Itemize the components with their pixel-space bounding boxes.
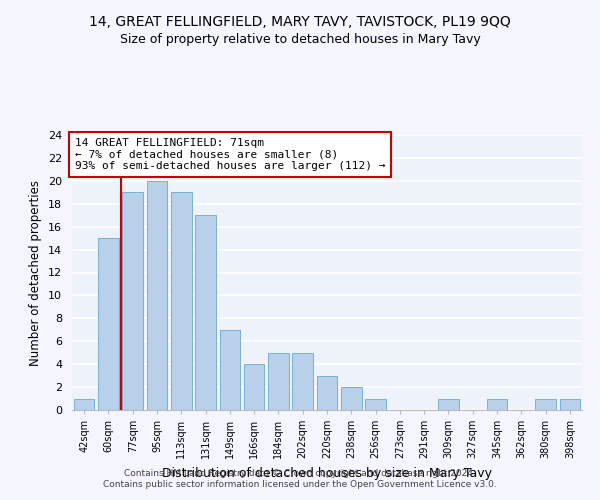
X-axis label: Distribution of detached houses by size in Mary Tavy: Distribution of detached houses by size … — [162, 466, 492, 479]
Y-axis label: Number of detached properties: Number of detached properties — [29, 180, 43, 366]
Bar — [195, 215, 216, 410]
Bar — [268, 352, 289, 410]
Text: Size of property relative to detached houses in Mary Tavy: Size of property relative to detached ho… — [119, 32, 481, 46]
Bar — [317, 376, 337, 410]
Bar — [341, 387, 362, 410]
Text: 14, GREAT FELLINGFIELD, MARY TAVY, TAVISTOCK, PL19 9QQ: 14, GREAT FELLINGFIELD, MARY TAVY, TAVIS… — [89, 15, 511, 29]
Bar — [244, 364, 265, 410]
Bar — [438, 398, 459, 410]
Bar — [98, 238, 119, 410]
Bar — [74, 398, 94, 410]
Bar — [122, 192, 143, 410]
Bar — [220, 330, 240, 410]
Text: Contains public sector information licensed under the Open Government Licence v3: Contains public sector information licen… — [103, 480, 497, 489]
Bar — [171, 192, 191, 410]
Bar — [292, 352, 313, 410]
Bar — [560, 398, 580, 410]
Bar — [535, 398, 556, 410]
Text: 14 GREAT FELLINGFIELD: 71sqm
← 7% of detached houses are smaller (8)
93% of semi: 14 GREAT FELLINGFIELD: 71sqm ← 7% of det… — [74, 138, 385, 171]
Bar — [146, 181, 167, 410]
Bar — [487, 398, 508, 410]
Bar — [365, 398, 386, 410]
Text: Contains HM Land Registry data © Crown copyright and database right 2024.: Contains HM Land Registry data © Crown c… — [124, 468, 476, 477]
